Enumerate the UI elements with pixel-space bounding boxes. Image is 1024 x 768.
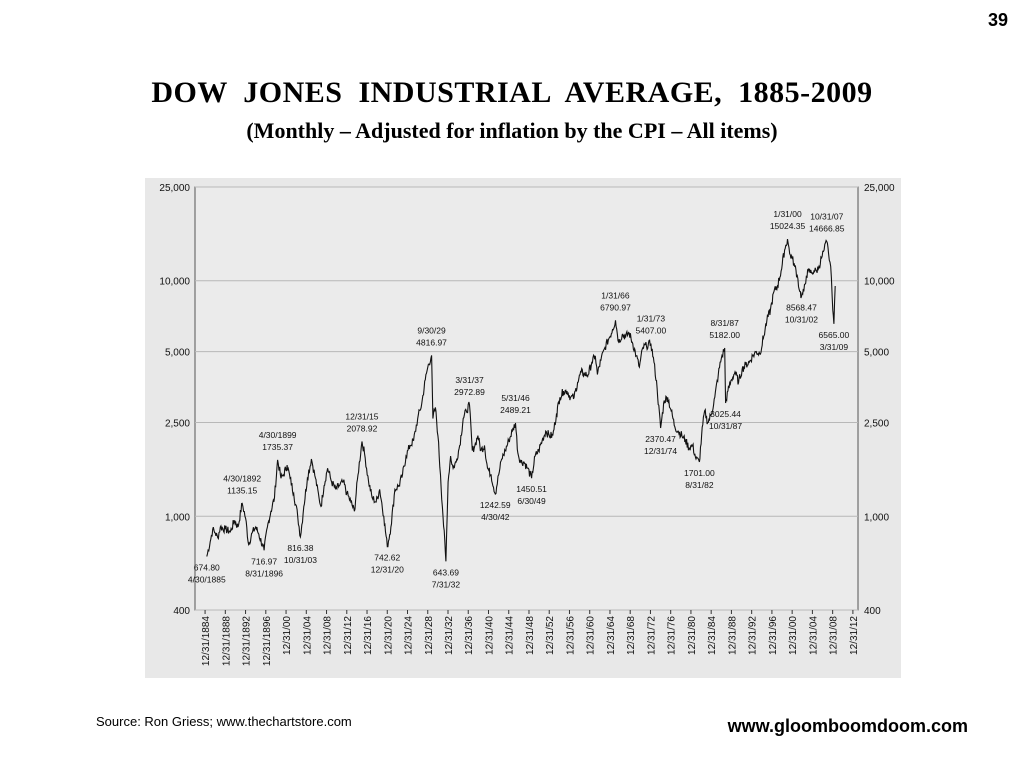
annotation-label: 10/31/07 [810, 212, 843, 222]
y-tick-label-left: 1,000 [165, 512, 190, 523]
annotation-label: 4/30/1899 [259, 430, 297, 440]
annotation-label: 5407.00 [636, 326, 667, 336]
annotation-label: 2370.47 [645, 434, 676, 444]
annotation-label: 9/30/29 [417, 325, 446, 335]
y-tick-label-left: 10,000 [159, 277, 190, 288]
x-tick-label: 12/31/84 [707, 616, 718, 655]
y-tick-label-left: 25,000 [159, 183, 190, 194]
annotation-label: 8/31/82 [685, 480, 714, 490]
website-credit: www.gloomboomdoom.com [727, 716, 968, 736]
annotation-label: 3025.44 [710, 409, 741, 419]
annotation-label: 3/31/37 [455, 375, 484, 385]
x-tick-label: 12/31/64 [606, 616, 617, 655]
annotation-label: 716.97 [251, 556, 277, 566]
y-tick-label-right: 2,500 [864, 419, 889, 430]
x-tick-label: 12/31/56 [565, 616, 576, 655]
x-tick-label: 12/31/96 [768, 616, 779, 655]
annotation-label: 1/31/00 [773, 209, 802, 219]
plot-area [194, 186, 859, 611]
annotation-label: 816.38 [287, 543, 313, 553]
annotation-label: 674.80 [194, 563, 220, 573]
y-tick-label-left: 400 [173, 606, 190, 617]
x-tick-label: 12/31/12 [343, 616, 354, 655]
x-tick-label: 12/31/1892 [242, 616, 253, 666]
x-tick-label: 12/31/92 [748, 616, 759, 655]
x-tick-label: 12/31/1888 [221, 616, 232, 666]
x-tick-label: 12/31/40 [484, 616, 495, 655]
x-tick-label: 12/31/88 [727, 616, 738, 655]
annotation-label: 4/30/1892 [223, 473, 261, 483]
x-tick-label: 12/31/76 [667, 616, 678, 655]
annotation-label: 4/30/42 [481, 512, 510, 522]
annotation-label: 15024.35 [770, 221, 806, 231]
annotation-label: 643.69 [433, 567, 459, 577]
x-tick-label: 12/31/28 [424, 616, 435, 655]
page-title: DOW JONES INDUSTRIAL AVERAGE, 1885-2009 [151, 76, 873, 109]
y-tick-label-right: 25,000 [864, 183, 895, 194]
x-tick-label: 12/31/60 [586, 616, 597, 655]
annotation-label: 5182.00 [709, 330, 740, 340]
annotation-label: 1135.15 [227, 485, 257, 495]
page-number: 39 [987, 10, 1008, 30]
x-tick-label: 12/31/16 [363, 616, 374, 655]
x-tick-label: 12/31/72 [646, 616, 657, 655]
annotation-label: 10/31/87 [709, 421, 742, 431]
annotation-label: 1/31/66 [601, 290, 630, 300]
annotation-label: 12/31/74 [644, 446, 677, 456]
dow-jones-chart: 400 400 1,000 1,000 2,500 2,500 5,000 5,000 10,0… [159, 183, 895, 666]
x-tick-label: 12/31/04 [302, 616, 313, 655]
x-tick-label: 12/31/12 [849, 616, 860, 655]
y-tick-label-left: 2,500 [165, 419, 190, 430]
x-tick-label: 12/31/80 [687, 616, 698, 655]
x-tick-label: 12/31/1884 [201, 616, 212, 666]
y-tick-label-right: 400 [864, 606, 881, 617]
annotation-label: 742.62 [374, 553, 400, 563]
dow-series-line [206, 239, 836, 562]
annotation-label: 10/31/02 [785, 315, 818, 325]
y-tick-label-right: 5,000 [864, 348, 889, 359]
annotation-label: 2972.89 [454, 387, 485, 397]
annotation-label: 8568.47 [786, 303, 817, 313]
page-subtitle: (Monthly – Adjusted for inflation by the… [246, 118, 778, 143]
annotation-label: 6790.97 [600, 302, 631, 312]
y-tick-label-right: 1,000 [864, 512, 889, 523]
annotation-label: 5/31/46 [501, 393, 530, 403]
annotation-label: 2489.21 [500, 405, 531, 415]
x-tick-label: 12/31/00 [788, 616, 799, 655]
annotation-label: 4/30/1885 [188, 575, 226, 585]
x-tick-label: 12/31/04 [808, 616, 819, 655]
x-tick-label: 12/31/08 [323, 616, 334, 655]
annotation-label: 14666.85 [809, 224, 845, 234]
x-tick-label: 12/31/44 [505, 616, 516, 655]
x-tick-label: 12/31/36 [464, 616, 475, 655]
annotation-label: 3/31/09 [820, 342, 849, 352]
y-tick-label-right: 10,000 [864, 277, 895, 288]
annotation-label: 1701.00 [684, 468, 715, 478]
x-tick-label: 12/31/32 [444, 616, 455, 655]
annotation-label: 7/31/32 [432, 579, 461, 589]
y-tick-label-left: 5,000 [165, 348, 190, 359]
x-tick-label: 12/31/48 [525, 616, 536, 655]
annotation-label: 6/30/49 [517, 496, 546, 506]
x-tick-label: 12/31/20 [383, 616, 394, 655]
annotation-label: 2078.92 [347, 423, 378, 433]
source-note: Source: Ron Griess; www.thechartstore.co… [96, 714, 352, 729]
annotation-label: 1450.51 [516, 484, 547, 494]
annotation-label: 1735.37 [262, 442, 293, 452]
x-tick-label: 12/31/52 [545, 616, 556, 655]
annotation-label: 1/31/73 [637, 314, 666, 324]
annotation-label: 8/31/87 [711, 318, 740, 328]
x-tick-label: 12/31/1896 [262, 616, 273, 666]
annotation-label: 12/31/15 [345, 411, 378, 421]
x-tick-label: 12/31/00 [282, 616, 293, 655]
annotation-label: 1242.59 [480, 500, 511, 510]
x-tick-label: 12/31/68 [626, 616, 637, 655]
annotation-label: 6565.00 [819, 330, 850, 340]
annotation-label: 12/31/20 [371, 565, 404, 575]
annotation-label: 10/31/03 [284, 555, 317, 565]
annotation-label: 4816.97 [416, 337, 447, 347]
x-tick-label: 12/31/08 [829, 616, 840, 655]
annotation-label: 8/31/1896 [245, 568, 283, 578]
x-tick-label: 12/31/24 [404, 616, 415, 655]
